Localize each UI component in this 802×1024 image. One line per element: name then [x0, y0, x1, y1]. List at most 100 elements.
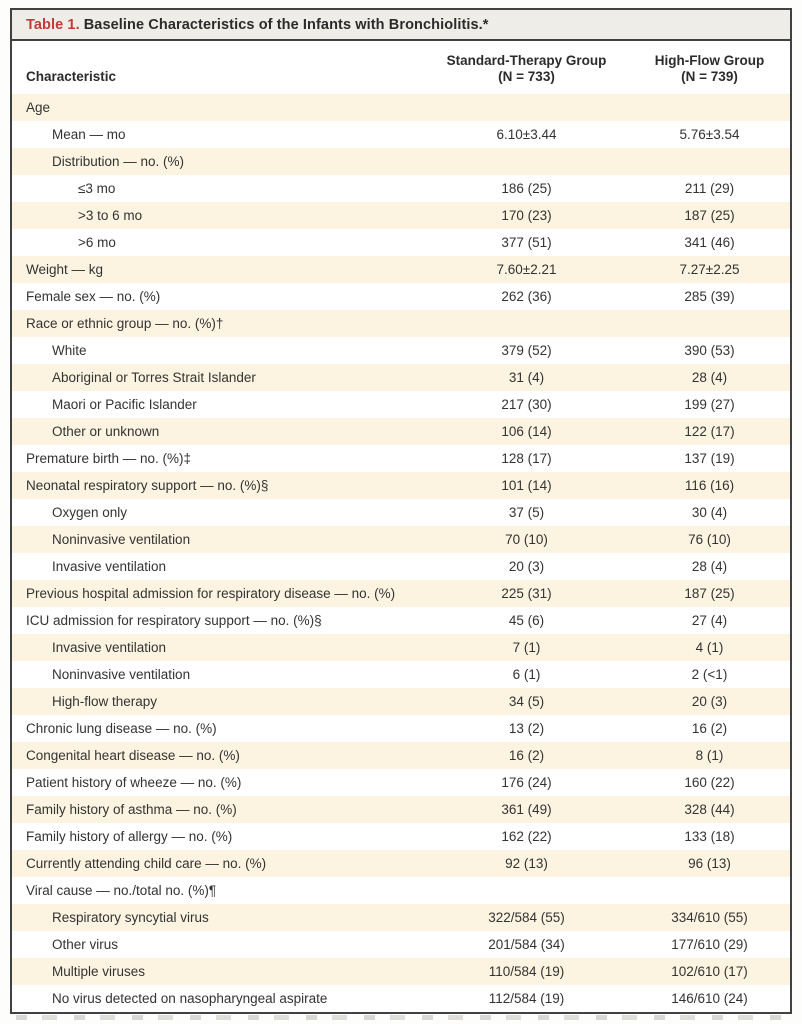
row-value-high-flow: 341 (46): [684, 235, 735, 250]
row-label: Other or unknown: [52, 424, 160, 439]
row-value-standard-therapy: 34 (5): [508, 694, 545, 709]
row-value-standard-therapy: 225 (31): [501, 586, 552, 601]
row-value-high-flow: 285 (39): [684, 289, 735, 304]
row-value-high-flow: 7.27±2.25: [679, 262, 740, 277]
row-value-high-flow: 328 (44): [684, 802, 735, 817]
row-label: White: [52, 343, 87, 358]
row-value-high-flow: 116 (16): [684, 478, 735, 493]
row-value-standard-therapy: 6 (1): [512, 667, 541, 682]
row-value-standard-therapy: 162 (22): [501, 829, 552, 844]
row-value-standard-therapy: 201/584 (34): [488, 937, 565, 952]
table-frame: Table 1. Baseline Characteristics of the …: [10, 8, 792, 1014]
table-row: Family history of allergy — no. (%) 162 (…: [12, 823, 790, 850]
row-value-standard-therapy: 110/584 (19): [488, 964, 565, 979]
row-value-high-flow: 146/610 (24): [671, 991, 748, 1006]
standard-therapy-group-n: (N = 733): [498, 69, 555, 84]
table-row: >3 to 6 mo 170 (23) 187 (25): [12, 202, 790, 229]
row-label: No virus detected on nasopharyngeal aspi…: [52, 991, 328, 1006]
table-row: ICU admission for respiratory support — …: [12, 607, 790, 634]
table-row: No virus detected on nasopharyngeal aspi…: [12, 985, 790, 1012]
table-body: Age Mean — mo 6.10±3.44 5.76±3.54 Distributi…: [12, 94, 790, 1012]
row-value-standard-therapy: 379 (52): [501, 343, 552, 358]
table-row: >6 mo 377 (51) 341 (46): [12, 229, 790, 256]
row-value-high-flow: [629, 310, 790, 337]
table-row: Congenital heart disease — no. (%) 16 (2)…: [12, 742, 790, 769]
table-row: Viral cause — no./total no. (%)¶: [12, 877, 790, 904]
table-row: Weight — kg 7.60±2.21 7.27±2.25: [12, 256, 790, 283]
row-label: >6 mo: [78, 235, 116, 250]
table-row: Patient history of wheeze — no. (%) 176 (…: [12, 769, 790, 796]
row-label: Family history of asthma — no. (%): [26, 802, 237, 817]
row-label: Invasive ventilation: [52, 640, 167, 655]
row-label: Family history of allergy — no. (%): [26, 829, 233, 844]
row-value-high-flow: 96 (13): [688, 856, 731, 871]
table-header: Characteristic Standard-Therapy Group (N…: [12, 41, 790, 94]
row-value-high-flow: 27 (4): [691, 613, 728, 628]
row-value-high-flow: 8 (1): [695, 748, 724, 763]
table-row: Other virus 201/584 (34) 177/610 (29): [12, 931, 790, 958]
table-row: Neonatal respiratory support — no. (%)§ 1…: [12, 472, 790, 499]
row-label: Mean — mo: [52, 127, 126, 142]
table-number-label: Table 1.: [26, 17, 80, 33]
high-flow-group-n: (N = 739): [681, 69, 738, 84]
row-value-high-flow: 137 (19): [684, 451, 735, 466]
row-value-standard-therapy: 7 (1): [512, 640, 541, 655]
row-value-standard-therapy: [424, 310, 629, 337]
row-label: Currently attending child care — no. (%): [26, 856, 267, 871]
row-value-high-flow: 102/610 (17): [671, 964, 748, 979]
table-row: Other or unknown 106 (14) 122 (17): [12, 418, 790, 445]
row-value-high-flow: 160 (22): [684, 775, 735, 790]
row-value-standard-therapy: 70 (10): [505, 532, 548, 547]
header-row: Characteristic Standard-Therapy Group (N…: [12, 41, 790, 94]
table-row: Family history of asthma — no. (%) 361 (4…: [12, 796, 790, 823]
row-label: Race or ethnic group — no. (%)†: [26, 316, 224, 331]
table-row: High-flow therapy 34 (5) 20 (3): [12, 688, 790, 715]
table-row: Respiratory syncytial virus 322/584 (55) 3…: [12, 904, 790, 931]
column-header-standard-therapy: Standard-Therapy Group (N = 733): [424, 41, 629, 94]
row-value-high-flow: 187 (25): [684, 586, 735, 601]
row-value-standard-therapy: 186 (25): [501, 181, 552, 196]
row-value-standard-therapy: 112/584 (19): [488, 991, 565, 1006]
row-label: Female sex — no. (%): [26, 289, 161, 304]
high-flow-group-name: High-Flow Group: [654, 53, 765, 68]
table-row: Multiple viruses 110/584 (19) 102/610 (17): [12, 958, 790, 985]
clipped-footnote-remnant: [16, 1015, 782, 1020]
row-value-standard-therapy: 377 (51): [501, 235, 552, 250]
row-value-standard-therapy: 7.60±2.21: [496, 262, 557, 277]
row-label: Premature birth — no. (%)‡: [26, 451, 192, 466]
table-row: Female sex — no. (%) 262 (36) 285 (39): [12, 283, 790, 310]
row-label: Chronic lung disease — no. (%): [26, 721, 217, 736]
row-label: Patient history of wheeze — no. (%): [26, 775, 242, 790]
row-label: ICU admission for respiratory support — …: [26, 613, 322, 628]
row-value-standard-therapy: 92 (13): [505, 856, 548, 871]
row-value-high-flow: 28 (4): [691, 370, 728, 385]
row-label: Noninvasive ventilation: [52, 667, 191, 682]
row-value-standard-therapy: 106 (14): [501, 424, 552, 439]
row-value-standard-therapy: 13 (2): [508, 721, 545, 736]
row-value-standard-therapy: 16 (2): [508, 748, 545, 763]
table-row: Maori or Pacific Islander 217 (30) 199 (27…: [12, 391, 790, 418]
row-value-high-flow: 211 (29): [684, 181, 735, 196]
row-label: Distribution — no. (%): [52, 154, 185, 169]
row-label: Previous hospital admission for respirat…: [26, 586, 396, 601]
row-value-standard-therapy: [424, 148, 629, 175]
table-row: Mean — mo 6.10±3.44 5.76±3.54: [12, 121, 790, 148]
row-value-standard-therapy: [424, 94, 629, 121]
row-label: >3 to 6 mo: [78, 208, 143, 223]
row-value-standard-therapy: 170 (23): [501, 208, 552, 223]
row-value-high-flow: 76 (10): [688, 532, 731, 547]
row-value-high-flow: [629, 877, 790, 904]
row-label: Respiratory syncytial virus: [52, 910, 209, 925]
table-row: Currently attending child care — no. (%)…: [12, 850, 790, 877]
table-row: Invasive ventilation 20 (3) 28 (4): [12, 553, 790, 580]
row-value-high-flow: 20 (3): [691, 694, 728, 709]
row-label: Viral cause — no./total no. (%)¶: [26, 883, 217, 898]
row-value-high-flow: [629, 148, 790, 175]
row-label: ≤3 mo: [78, 181, 116, 196]
row-value-high-flow: 122 (17): [684, 424, 735, 439]
row-value-high-flow: 187 (25): [684, 208, 735, 223]
row-value-standard-therapy: [424, 877, 629, 904]
table-row: Oxygen only 37 (5) 30 (4): [12, 499, 790, 526]
row-value-high-flow: [629, 94, 790, 121]
